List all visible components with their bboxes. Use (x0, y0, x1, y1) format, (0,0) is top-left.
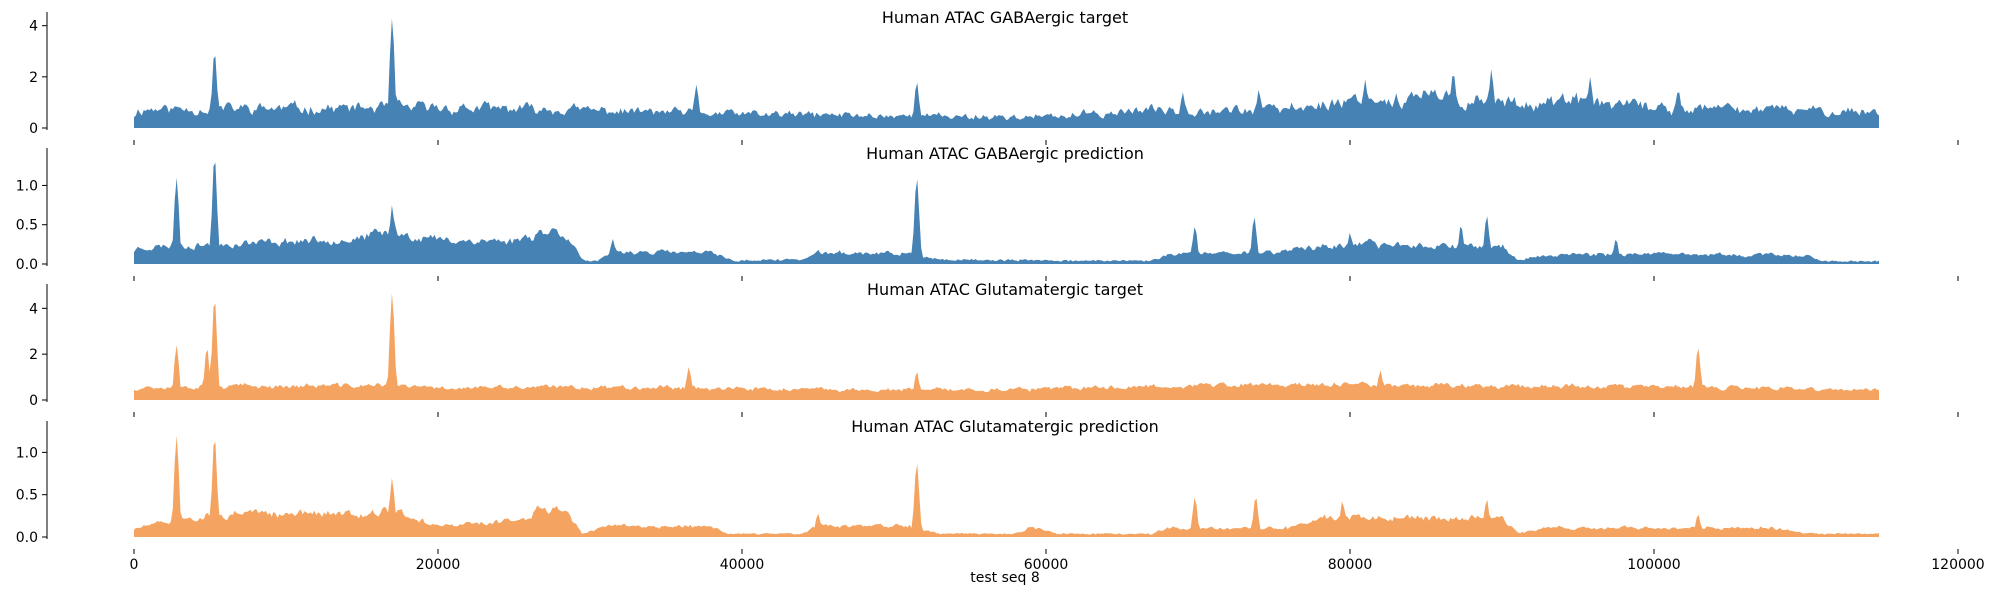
y-tick-label: 4 (29, 19, 38, 35)
panel-title: Human ATAC GABAergic prediction (866, 144, 1144, 163)
y-tick-label: 4 (29, 301, 38, 317)
x-axis-label: test seq 8 (970, 570, 1040, 586)
chart-panel-2: Human ATAC GABAergic prediction 0.0 0.5 1.0 (16, 144, 1959, 281)
y-tick-label: 0.5 (16, 218, 38, 234)
y-tick-label: 0.0 (16, 257, 38, 273)
signal-area (134, 162, 1879, 264)
panel-title: Human ATAC Glutamatergic prediction (851, 417, 1159, 436)
x-tick-label: 0 (130, 557, 139, 573)
chart-panel-3: Human ATAC Glutamatergic target 0 2 4 (29, 280, 1959, 417)
signal-area (134, 435, 1879, 537)
chart-panel-4: Human ATAC Glutamatergic prediction 0.0 0.… (16, 417, 1985, 573)
y-tick-label: 1.0 (16, 178, 38, 194)
panel-title: Human ATAC GABAergic target (882, 8, 1128, 27)
chart-panel-1: Human ATAC GABAergic target 0 2 4 (29, 8, 1959, 145)
x-tick-label: 60000 (1024, 557, 1069, 573)
y-tick-label: 0.0 (16, 530, 38, 546)
x-tick-label: 40000 (720, 557, 765, 573)
signal-area (134, 292, 1879, 400)
y-tick-label: 2 (29, 70, 38, 86)
y-tick-label: 0 (29, 121, 38, 137)
x-tick-label: 80000 (1328, 557, 1373, 573)
y-tick-label: 0.5 (16, 488, 38, 504)
x-tick-label: 20000 (416, 557, 461, 573)
y-tick-label: 1.0 (16, 445, 38, 461)
y-tick-label: 0 (29, 393, 38, 409)
panel-title: Human ATAC Glutamatergic target (867, 280, 1143, 299)
x-tick-label: 120000 (1931, 557, 1984, 573)
signal-area (134, 18, 1879, 128)
x-tick-label: 100000 (1627, 557, 1680, 573)
y-tick-label: 2 (29, 347, 38, 363)
